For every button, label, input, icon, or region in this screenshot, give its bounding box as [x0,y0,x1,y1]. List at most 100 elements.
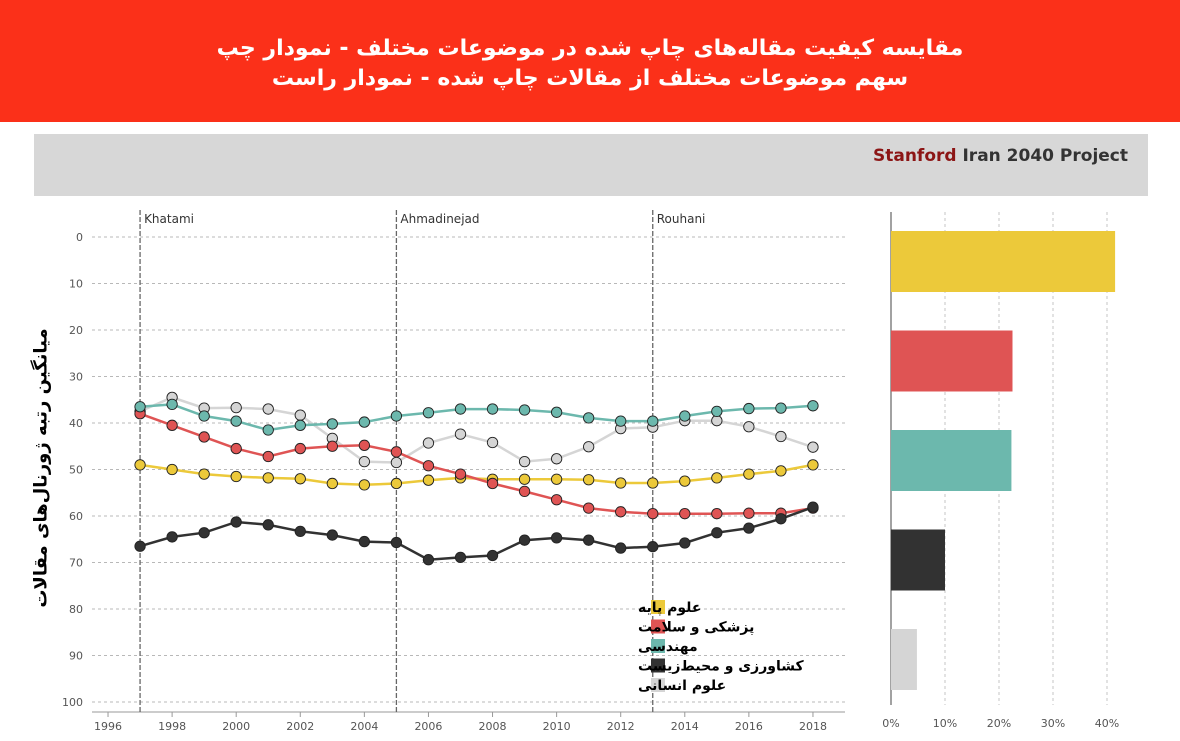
bar [891,430,1012,491]
data-point [583,502,595,514]
y-tick-label: 80 [69,603,83,616]
data-point [647,541,659,553]
data-point [230,415,242,427]
data-point [647,477,659,489]
data-point [454,403,467,415]
x-tick-label: 2004 [350,720,378,733]
y-tick-label: 40 [69,417,83,430]
line-chart: 0 10 20 30 40 50 60 70 80 90 100 1996 1998 2000 2002 20… [62,210,845,733]
x-tick-label: 2016 [735,720,763,733]
data-point [294,419,306,431]
x-tick-label: 10% [933,717,957,730]
data-point [711,472,723,484]
data-point [711,405,723,418]
data-point [711,415,723,427]
y-tick-label: 50 [69,464,83,477]
legend-label: مهندسی [638,639,698,655]
x-tick-label: 2010 [543,720,571,733]
data-point [775,465,787,477]
term-annotation-label: Rouhani [657,212,706,226]
data-point [454,551,467,564]
data-point [518,404,531,416]
data-point [198,431,210,443]
data-point [679,410,691,422]
data-point [294,473,306,485]
bar [891,330,1013,392]
legend: علوم پایه پزشکی و سلامت مهندسی کشاورزی و مح… [638,600,804,694]
data-point [422,460,435,472]
data-point [166,419,178,431]
x-tick-label: 1996 [94,720,122,733]
data-point [550,473,563,485]
data-point [743,507,755,519]
data-point [390,456,403,469]
brand-part-1: Stanford [872,146,957,166]
data-point [198,527,210,539]
title-banner: مقایسه کیفیت مقاله‌های چاپ شده در موضوعا… [0,0,1180,122]
data-point [550,532,563,544]
brand-part-2: Iran 2040 Project [956,146,1128,166]
data-point [422,437,435,449]
data-point [230,516,242,528]
legend-label: پزشکی و سلامت [638,620,754,636]
x-tick-label: 20% [987,717,1011,730]
data-point [583,534,595,546]
y-tick-label: 90 [69,650,83,663]
data-point [358,416,371,428]
data-point [807,459,819,471]
data-point [486,403,499,415]
data-point [486,477,499,490]
legend-swatch [651,678,665,692]
brand-logo: Stanford Iran 2040 Project [873,146,1128,166]
data-point [518,485,531,498]
data-point [454,428,467,440]
data-point [390,410,403,422]
data-point [358,439,371,451]
chart-title-line-1: مقایسه کیفیت مقاله‌های چاپ شده در موضوعا… [216,36,964,61]
legend-label: کشاورزی و محیط‌زیست [638,659,804,675]
data-point [326,529,338,541]
data-point [550,494,563,506]
header-strip: Stanford Iran 2040 Project [34,134,1148,196]
data-point [486,549,499,562]
x-tick-label: 0% [882,717,899,730]
data-point [166,398,178,411]
bar [891,231,1116,292]
data-point [422,554,435,566]
data-point [550,406,563,418]
series-line [139,506,814,561]
legend-label: علوم پایه [638,600,701,616]
data-point [615,415,627,427]
chart-title-line-2: سهم موضوعات مختلف از مقالات چاپ شده - نم… [271,66,909,91]
data-point [775,430,787,443]
data-point [262,472,274,484]
term-annotation-label: Ahmadinejad [400,212,479,226]
data-point [134,459,146,471]
data-point [679,508,691,520]
y-tick-label: 100 [62,696,83,709]
y-tick-label: 0 [76,231,83,244]
x-tick-label: 2018 [799,720,827,733]
data-point [647,508,659,520]
data-point [518,534,531,546]
data-point [390,477,403,490]
data-point [230,402,242,414]
data-point [518,473,531,485]
data-point [294,442,306,455]
data-point [166,463,178,476]
data-point [743,522,755,534]
data-point [583,412,595,424]
data-point [615,506,627,518]
data-point [358,479,371,491]
data-point [358,455,371,468]
bar-chart: 0% 10% 20% 30% 40% [882,212,1119,730]
data-point [134,540,146,552]
y-tick-label: 20 [69,324,83,337]
x-tick-label: 2008 [479,720,507,733]
data-point [807,441,819,453]
x-tick-label: 2012 [607,720,635,733]
data-point [262,403,274,415]
legend-swatch [651,600,665,614]
y-tick-label: 70 [69,557,83,570]
